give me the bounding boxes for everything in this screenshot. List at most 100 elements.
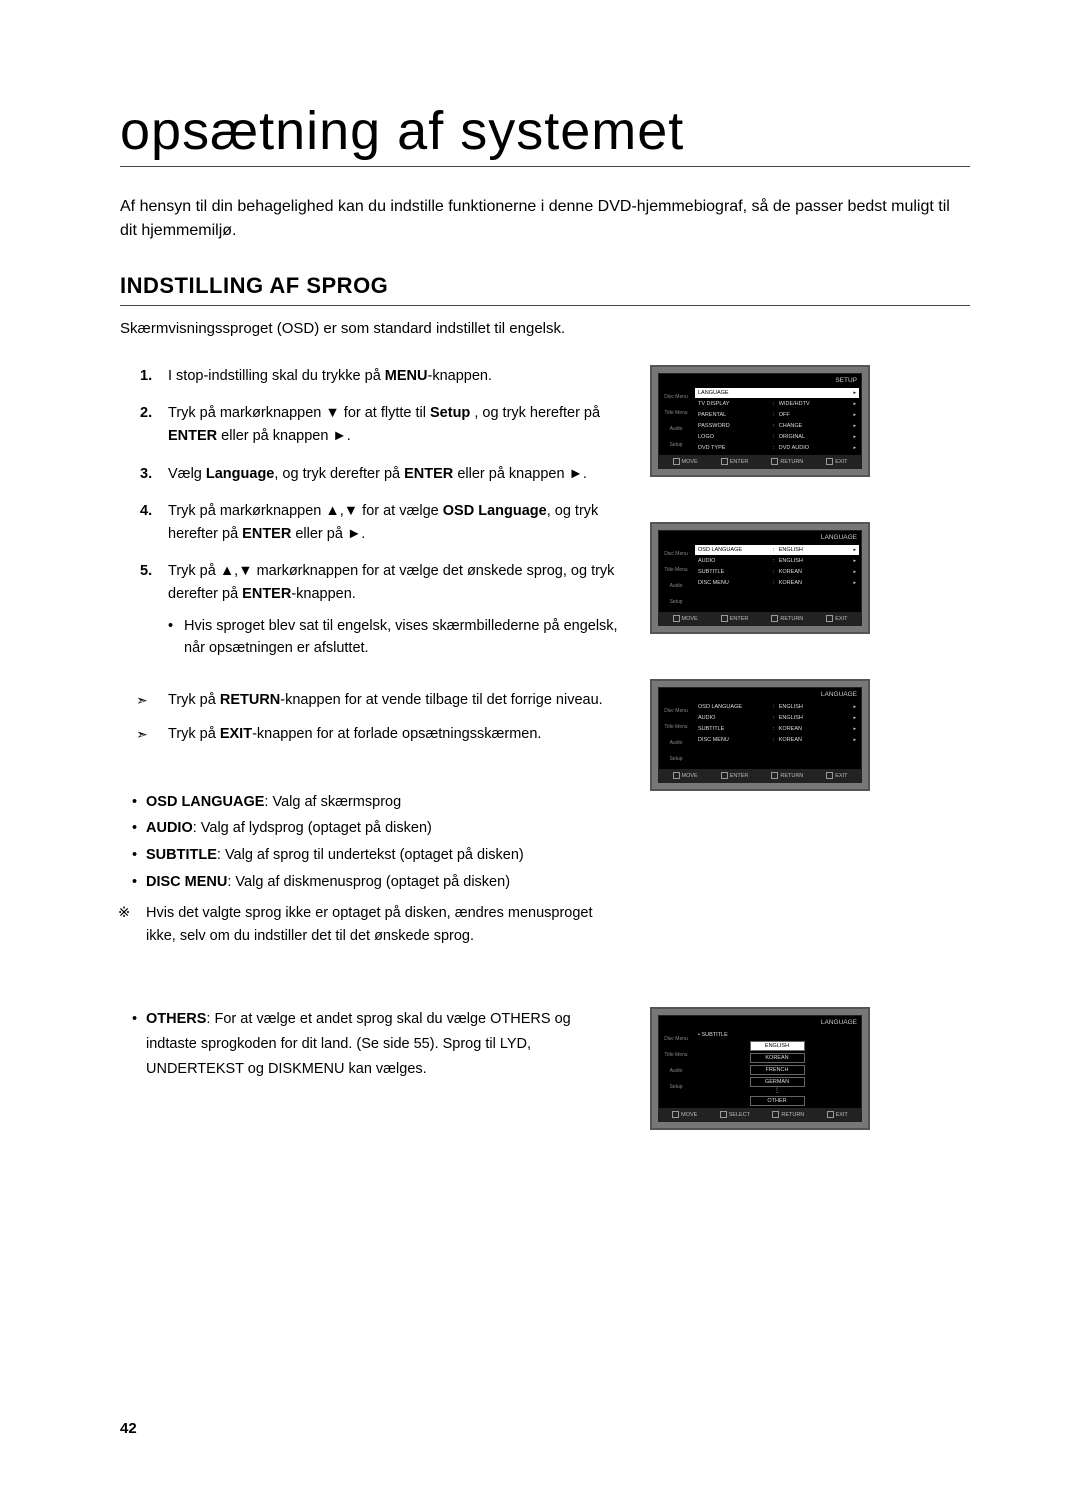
foot-item: MOVE	[673, 458, 698, 465]
side-item: Audio	[659, 421, 693, 437]
step-text: eller på knappen ►.	[217, 428, 351, 444]
opt-row: AUDIO:ENGLISH▸	[695, 556, 859, 566]
step-text: Tryk på ▲,▼ markørknappen for at vælge d…	[168, 563, 614, 602]
step-bold: Language	[206, 466, 274, 482]
others-item: OTHERS: For at vælge et andet sprog skal…	[146, 1007, 620, 1081]
step-sub: Hvis sproget blev sat til engelsk, vises…	[168, 615, 620, 660]
screen-sidemenu: Disc Menu Title Menu Audio Setup	[659, 701, 693, 769]
screenshot-language-2: LANGUAGE Disc Menu Title Menu Audio Setu…	[650, 679, 870, 791]
step-text: I stop-indstilling skal du trykke på	[168, 368, 385, 384]
step-2: Tryk på markørknappen ▼ for at flytte ti…	[168, 402, 620, 448]
foot-item: MOVE	[673, 615, 698, 622]
screen-options: OSD LANGUAGE:ENGLISH▸ AUDIO:ENGLISH▸ SUB…	[693, 701, 861, 769]
opt-row: DISC MENU:KOREAN▸	[695, 578, 859, 588]
side-item: Audio	[659, 578, 693, 594]
foot-item: RETURN	[771, 772, 803, 779]
screenshot-language-1: LANGUAGE Disc Menu Title Menu Audio Setu…	[650, 522, 870, 634]
screen-options: OSD LANGUAGE:ENGLISH▸ AUDIO:ENGLISH▸ SUB…	[693, 544, 861, 612]
step-text: eller på knappen ►.	[453, 466, 587, 482]
opt-row: OSD LANGUAGE:ENGLISH▸	[695, 545, 859, 555]
def-item: AUDIO: Valg af lydsprog (optaget på disk…	[146, 816, 620, 841]
list-dots: ⋮	[695, 1089, 859, 1093]
opt-row: LOGO:ORIGINAL▸	[695, 432, 859, 442]
section-title: INDSTILLING AF SPROG	[120, 273, 970, 306]
def-item: OSD LANGUAGE: Valg af skærmsprog	[146, 790, 620, 815]
list-item: ENGLISH	[750, 1041, 805, 1051]
foot-item: EXIT	[827, 1111, 848, 1118]
arrow-text: Tryk på	[168, 692, 220, 708]
def-item: DISC MENU: Valg af diskmenusprog (optage…	[146, 870, 620, 895]
foot-item: ENTER	[721, 458, 749, 465]
def-bold: AUDIO	[146, 820, 193, 836]
def-text: : Valg af lydsprog (optaget på disken)	[193, 820, 432, 836]
screen-sidemenu: Disc Menu Title Menu Audio Setup	[659, 387, 693, 455]
arrow-bold: EXIT	[220, 726, 252, 742]
side-item: Title Menu	[659, 562, 693, 578]
step-5: Tryk på ▲,▼ markørknappen for at vælge d…	[168, 560, 620, 659]
side-item: Title Menu	[659, 405, 693, 421]
def-item: SUBTITLE: Valg af sprog til undertekst (…	[146, 843, 620, 868]
opt-row: DVD TYPE:DVD AUDIO▸	[695, 443, 859, 453]
step-bold: Setup	[430, 405, 474, 421]
step-text: Vælg	[168, 466, 206, 482]
side-item: Disc Menu	[659, 389, 693, 405]
screen-footer: MOVE ENTER RETURN EXIT	[659, 612, 861, 625]
step-text: Tryk på markørknappen ▼ for at flytte ti…	[168, 405, 430, 421]
sub-intro: Skærmvisningssproget (OSD) er som standa…	[120, 320, 970, 337]
side-item: Disc Menu	[659, 546, 693, 562]
side-item: Setup	[659, 751, 693, 767]
def-text: : Valg af skærmsprog	[264, 794, 401, 810]
screen-list: • SUBTITLE ENGLISH KOREAN FRENCH GERMAN …	[693, 1029, 861, 1107]
step-bold: ENTER	[242, 526, 291, 542]
foot-item: EXIT	[826, 458, 847, 465]
step-text: , og tryk herefter på	[474, 405, 600, 421]
screen-hdr-right: LANGUAGE	[821, 1019, 857, 1026]
note-text: Hvis det valgte sprog ikke er optaget på…	[120, 902, 620, 947]
list-item: FRENCH	[750, 1065, 805, 1075]
arrow-bold: RETURN	[220, 692, 280, 708]
step-bold: MENU	[385, 368, 428, 384]
screen-hdr-right: LANGUAGE	[821, 691, 857, 698]
screen-hdr-right: SETUP	[835, 377, 857, 384]
foot-item: ENTER	[721, 772, 749, 779]
foot-item: RETURN	[771, 458, 803, 465]
arrow-text: Tryk på	[168, 726, 220, 742]
arrow-item: Tryk på RETURN-knappen for at vende tilb…	[168, 689, 620, 712]
foot-item: RETURN	[772, 1111, 804, 1118]
def-text: : Valg af sprog til undertekst (optaget …	[217, 847, 524, 863]
opt-row: SUBTITLE:KOREAN▸	[695, 567, 859, 577]
arrow-item: Tryk på EXIT-knappen for at forlade opsæ…	[168, 723, 620, 746]
others-list: OTHERS: For at vælge et andet sprog skal…	[120, 1007, 620, 1081]
list-title: • SUBTITLE	[695, 1031, 859, 1039]
foot-item: EXIT	[826, 772, 847, 779]
opt-row: PASSWORD:CHANGE▸	[695, 421, 859, 431]
list-item: GERMAN	[750, 1077, 805, 1087]
opt-row: DISC MENU:KOREAN▸	[695, 735, 859, 745]
screenshot-setup: SETUP Disc Menu Title Menu Audio Setup L…	[650, 365, 870, 477]
list-item-other: OTHER	[750, 1096, 805, 1106]
foot-item: EXIT	[826, 615, 847, 622]
step-bold: ENTER	[404, 466, 453, 482]
foot-item: MOVE	[673, 772, 698, 779]
opt-row: TV DISPLAY:WIDE/HDTV▸	[695, 399, 859, 409]
screen-footer: MOVE ENTER RETURN EXIT	[659, 455, 861, 468]
screen-options: LANGUAGE▸ TV DISPLAY:WIDE/HDTV▸ PARENTAL…	[693, 387, 861, 455]
opt-row: LANGUAGE▸	[695, 388, 859, 398]
step-text: , og tryk derefter på	[274, 466, 404, 482]
opt-row: OSD LANGUAGE:ENGLISH▸	[695, 702, 859, 712]
opt-row: AUDIO:ENGLISH▸	[695, 713, 859, 723]
side-item: Title Menu	[659, 1047, 693, 1063]
side-item: Audio	[659, 735, 693, 751]
foot-item: MOVE	[672, 1111, 697, 1118]
arrow-list: Tryk på RETURN-knappen for at vende tilb…	[120, 689, 620, 745]
others-bold: OTHERS	[146, 1011, 206, 1027]
step-bold: ENTER	[168, 428, 217, 444]
step-text: -knappen.	[291, 586, 356, 602]
def-bold: DISC MENU	[146, 874, 227, 890]
arrow-text: -knappen for at forlade opsætningsskærme…	[252, 726, 541, 742]
side-item: Setup	[659, 437, 693, 453]
definition-list: OSD LANGUAGE: Valg af skærmsprog AUDIO: …	[120, 790, 620, 895]
step-bold: OSD Language	[443, 503, 547, 519]
intro-text: Af hensyn til din behagelighed kan du in…	[120, 195, 970, 243]
def-bold: OSD LANGUAGE	[146, 794, 264, 810]
